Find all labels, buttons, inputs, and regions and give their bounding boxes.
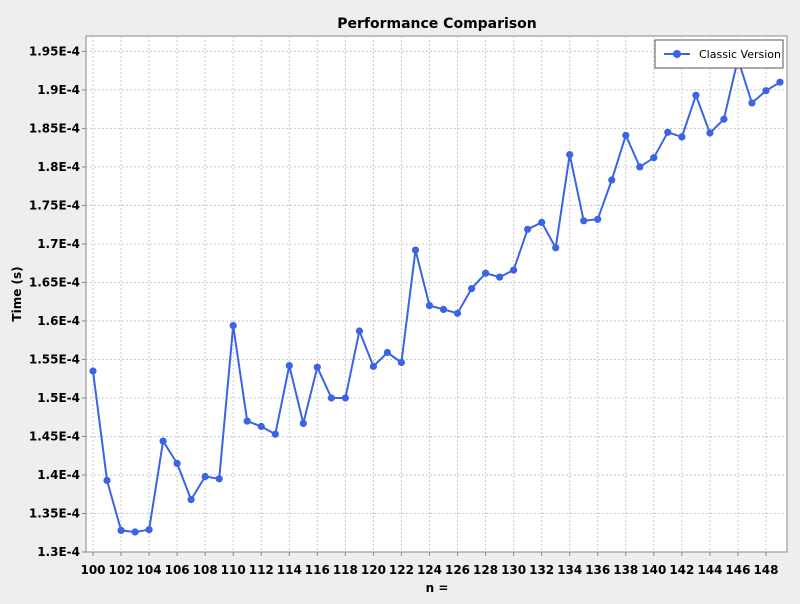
y-tick-label: 1.7E-4 [37,237,80,251]
x-tick-label: 130 [501,563,526,577]
x-tick-label: 116 [305,563,330,577]
data-point [131,528,139,536]
x-tick-label: 128 [473,563,498,577]
x-tick-label: 126 [445,563,470,577]
data-point [566,151,574,159]
data-point [538,218,546,226]
data-point [468,285,476,293]
x-tick-label: 138 [613,563,638,577]
plot-area [85,35,788,553]
data-point [524,225,532,233]
data-point [496,273,504,281]
y-tick-label: 1.75E-4 [29,198,80,212]
x-tick-label: 144 [697,563,722,577]
y-tick-label: 1.95E-4 [29,44,80,58]
x-tick-label: 142 [669,563,694,577]
y-tick-label: 1.65E-4 [29,275,80,289]
data-point [355,327,363,335]
data-point [552,244,560,252]
x-tick-label: 132 [529,563,554,577]
data-point [720,115,728,123]
x-tick-label: 140 [641,563,666,577]
data-point [594,215,602,223]
data-point [383,348,391,357]
y-tick-label: 1.45E-4 [29,429,80,443]
axes: 1.3E-4 1.35E-4 1.4E-4 1.45E-4 1.5E-4 1.55E-4 1… [29,44,779,577]
data-point [103,476,111,484]
data-point [650,154,658,162]
y-tick-label: 1.8E-4 [37,160,80,174]
chart-title: Performance Comparison [337,16,537,32]
data-point [748,99,756,107]
x-tick-label: 136 [585,563,610,577]
data-point [425,302,434,310]
data-point [285,362,293,370]
data-point [692,91,700,99]
x-tick-label: 100 [80,563,105,577]
y-tick-label: 1.35E-4 [29,506,80,520]
data-point [271,430,279,438]
data-point [327,394,335,402]
data-point [762,87,770,95]
data-point [229,322,237,330]
data-point [706,129,714,137]
data-point [664,128,672,136]
data-point [678,133,686,141]
x-tick-label: 148 [753,563,778,577]
y-tick-label: 1.85E-4 [29,121,80,135]
data-point [397,358,405,367]
x-tick-label: 110 [221,563,246,577]
data-point [313,363,321,371]
data-point [608,176,616,184]
data-point [580,217,588,225]
x-tick-label: 120 [361,563,386,577]
data-point [453,309,462,317]
data-point [215,475,223,483]
y-tick-label: 1.6E-4 [37,314,80,328]
x-tick-label: 108 [193,563,218,577]
y-tick-label: 1.5E-4 [37,391,80,405]
data-point [243,417,251,425]
x-tick-label: 146 [725,563,750,577]
data-point [341,394,349,402]
data-point [201,472,209,481]
x-axis-label: n = [426,581,449,595]
x-tick-label: 104 [137,563,162,577]
data-point [622,131,630,139]
y-axis-label: Time (s) [10,266,24,321]
x-tick-label: 102 [109,563,134,577]
data-point [159,437,167,445]
data-point [173,459,181,467]
data-point [299,419,307,427]
x-tick-label: 122 [389,563,414,577]
data-point [636,163,644,171]
x-tick-label: 124 [417,563,442,577]
data-point [776,78,784,86]
data-point [509,266,518,274]
y-tick-label: 1.9E-4 [37,83,80,97]
data-point [439,305,448,313]
x-tick-label: 118 [333,563,358,577]
y-tick-label: 1.4E-4 [37,468,80,482]
legend-label: Classic Version [699,48,781,61]
x-tick-label: 134 [557,563,582,577]
data-point [187,496,195,504]
legend-marker [673,50,681,58]
x-tick-label: 112 [249,563,274,577]
y-tick-label: 1.3E-4 [37,545,80,559]
x-tick-label: 114 [277,563,302,577]
x-tick-label: 106 [165,563,190,577]
data-point [369,362,377,370]
data-point [89,367,97,375]
data-point [145,526,153,534]
y-tick-label: 1.55E-4 [29,352,80,366]
data-point [117,526,125,535]
data-point [482,269,490,277]
data-point [257,422,265,431]
data-point [411,246,420,254]
legend: Classic Version [654,39,784,69]
